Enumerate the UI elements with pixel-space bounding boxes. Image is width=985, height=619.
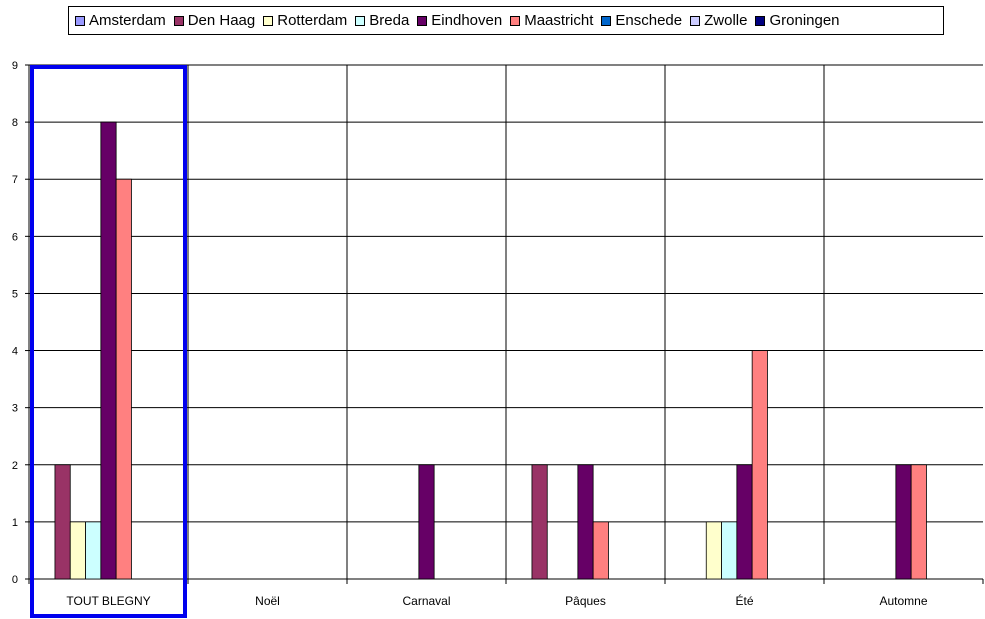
legend-label: Den Haag (187, 12, 256, 29)
legend-label: Groningen (769, 12, 840, 29)
bar-maastricht (910, 464, 927, 580)
bar-eindhoven (418, 464, 435, 580)
legend-item: Maastricht (510, 12, 593, 29)
y-tick-label: 4 (12, 346, 18, 358)
legend-label: Rotterdam (277, 12, 348, 29)
x-tick-label: Carnaval (402, 594, 450, 608)
legend-item: Enschede (601, 12, 682, 29)
legend-swatch (75, 15, 85, 26)
bar-eindhoven (736, 464, 753, 580)
legend-label: Eindhoven (431, 12, 503, 29)
highlight-box (30, 65, 187, 618)
legend: Amsterdam Den Haag Rotterdam Breda Eindhoven… (68, 6, 944, 35)
y-tick-label: 6 (12, 231, 18, 243)
legend-swatch (173, 15, 184, 26)
y-tick-label: 9 (12, 60, 18, 72)
y-tick-label: 0 (12, 574, 18, 586)
bar-eindhoven (577, 464, 594, 580)
y-tick-label: 3 (12, 403, 18, 415)
legend-label: Enschede (615, 12, 683, 29)
x-tick-label: Été (735, 593, 753, 608)
legend-label: Breda (369, 12, 410, 29)
legend-label: Amsterdam (89, 12, 166, 29)
bar-maastricht (115, 178, 132, 580)
x-tick-label: Automne (879, 594, 927, 608)
y-tick-label: 2 (12, 460, 18, 472)
legend-swatch (417, 15, 428, 26)
legend-item: Groningen (755, 12, 840, 29)
y-tick-label: 8 (12, 117, 18, 129)
legend-swatch (355, 15, 366, 26)
bar-breda (85, 521, 102, 580)
legend-swatch (755, 15, 766, 26)
bar-breda (721, 521, 738, 580)
legend-label: Zwolle (704, 12, 748, 29)
bar-maastricht (592, 521, 609, 580)
legend-item: Amsterdam (75, 12, 166, 29)
bar-den-haag (531, 464, 548, 580)
legend-item: Zwolle (690, 12, 747, 29)
y-tick-label: 1 (12, 517, 18, 529)
legend-label: Maastricht (524, 12, 594, 29)
legend-swatch (510, 15, 521, 26)
x-tick-label: Noël (255, 594, 280, 608)
legend-item: Den Haag (173, 12, 256, 29)
bar-rotterdam (69, 521, 86, 580)
bar-eindhoven (895, 464, 912, 580)
y-tick-label: 5 (12, 288, 18, 300)
x-tick-label: Pâques (565, 594, 606, 608)
bar-eindhoven (100, 121, 117, 580)
x-tick-label: TOUT BLEGNY (66, 594, 150, 608)
legend-swatch (601, 15, 612, 26)
legend-swatch (263, 15, 274, 26)
bar-maastricht (751, 350, 768, 580)
legend-item: Rotterdam (263, 12, 347, 29)
bar-den-haag (54, 464, 71, 580)
legend-item: Eindhoven (417, 12, 502, 29)
y-tick-label: 7 (12, 174, 18, 186)
legend-swatch (690, 15, 701, 26)
legend-item: Breda (355, 12, 409, 29)
bar-rotterdam (705, 521, 722, 580)
